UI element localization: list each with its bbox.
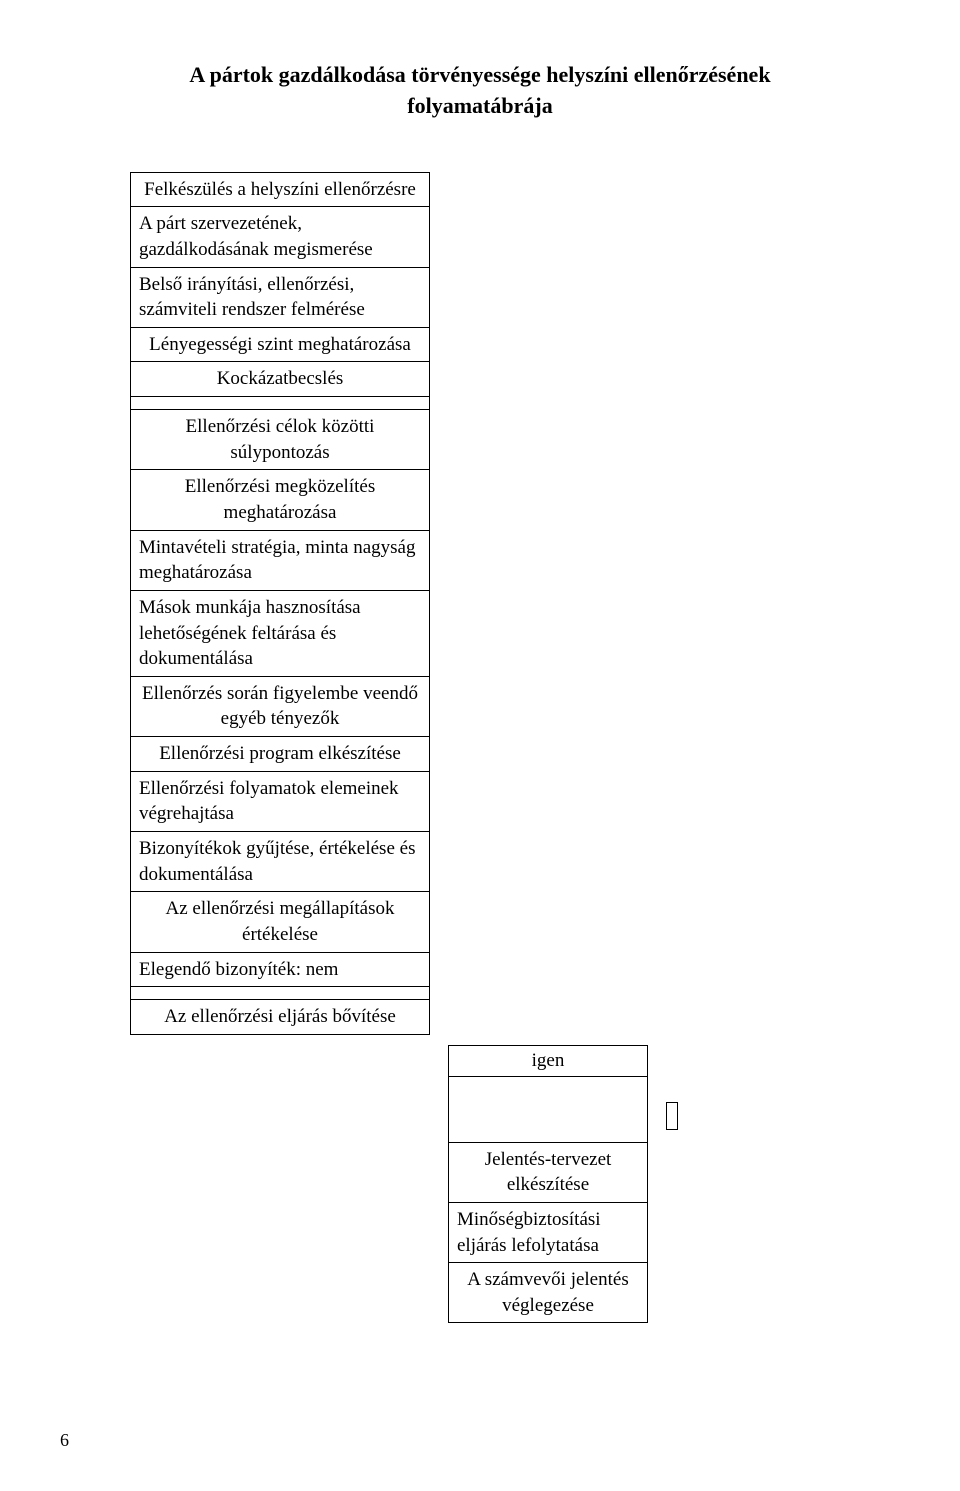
flow-box: Bizonyítékok gyűjtése, értékelése és dok…	[130, 831, 430, 892]
page-number: 6	[60, 1430, 69, 1451]
flow-box: Ellenőrzés során figyelembe veendő egyéb…	[130, 676, 430, 737]
flow-gap	[448, 1076, 648, 1112]
flow-box: A párt szervezetének, gazdálkodásának me…	[130, 206, 430, 267]
flow-box-igen: igen	[448, 1045, 648, 1077]
left-column: Felkészülés a helyszíni ellenőrzésre A p…	[130, 172, 430, 1034]
flow-box: Felkészülés a helyszíni ellenőrzésre	[130, 172, 430, 208]
flow-box: Az ellenőrzési eljárás bővítése	[130, 999, 430, 1035]
flow-box: Minőségbiztosítási eljárás lefolytatása	[448, 1202, 648, 1263]
flow-gap	[130, 986, 430, 1000]
flow-box: Ellenőrzési célok közötti súlypontozás	[130, 409, 430, 470]
marker	[666, 1102, 678, 1130]
right-column	[666, 172, 706, 1130]
flow-box: Elegendő bizonyíték: nem	[130, 952, 430, 988]
flowchart: Felkészülés a helyszíni ellenőrzésre A p…	[130, 172, 860, 1323]
flow-box: Belső irányítási, ellenőrzési, számvitel…	[130, 267, 430, 328]
title-line-1: A pártok gazdálkodása törvényessége hely…	[189, 62, 770, 87]
flow-box: Jelentés-tervezet elkészítése	[448, 1142, 648, 1203]
flow-box: Ellenőrzési megközelítés meghatározása	[130, 469, 430, 530]
flow-box: Ellenőrzési program elkészítése	[130, 736, 430, 772]
flow-gap	[448, 1111, 648, 1143]
flow-gap	[130, 396, 430, 410]
flow-box: Ellenőrzési folyamatok elemeinek végreha…	[130, 771, 430, 832]
page-title: A pártok gazdálkodása törvényessége hely…	[100, 60, 860, 122]
flow-box: Az ellenőrzési megállapítások értékelése	[130, 891, 430, 952]
spacer	[448, 172, 648, 1045]
title-line-2: folyamatábrája	[407, 93, 552, 118]
flow-box: Mások munkája hasznosítása lehetőségének…	[130, 590, 430, 677]
flow-box: Mintavételi stratégia, minta nagyság meg…	[130, 530, 430, 591]
flow-box: A számvevői jelentés véglegezése	[448, 1262, 648, 1323]
mid-column: igen Jelentés-tervezet elkészítése Minős…	[448, 172, 648, 1323]
flow-box: Lényegességi szint meghatározása	[130, 327, 430, 363]
flow-box: Kockázatbecslés	[130, 361, 430, 397]
spacer	[666, 172, 706, 1102]
